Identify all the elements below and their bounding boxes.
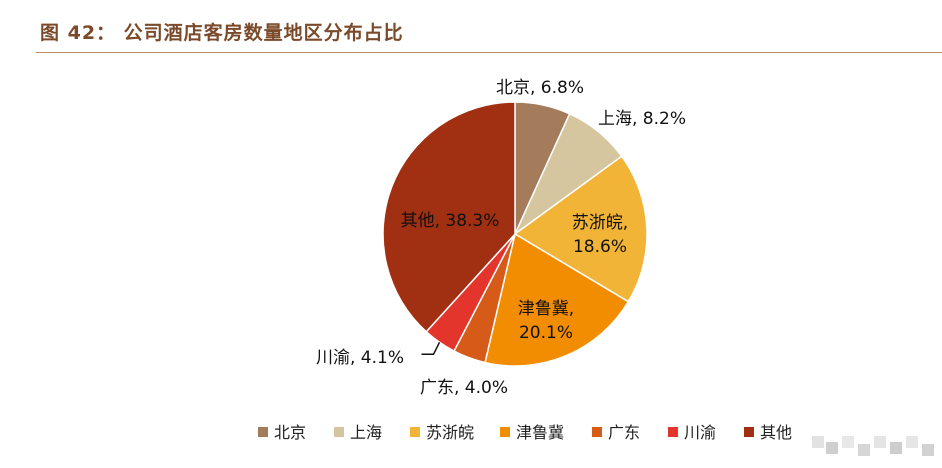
pie-slice-3 xyxy=(513,155,648,303)
slice-label-3: 苏浙皖, 18.6% xyxy=(572,213,628,257)
legend-swatch-4 xyxy=(500,427,510,437)
slice-label-5: 广东, 4.0% xyxy=(420,378,508,398)
legend-swatch-7 xyxy=(744,427,754,437)
legend-swatch-6 xyxy=(668,427,678,437)
legend-swatch-2 xyxy=(334,427,344,437)
slice-labels: 北京, 6.8% 上海, 8.2% 苏浙皖, 18.6% 津鲁冀, 20.1% 广东, 4.… xyxy=(316,78,686,398)
legend-swatch-5 xyxy=(592,427,602,437)
slice-label-4: 津鲁冀, 20.1% xyxy=(518,299,574,343)
legend-label-6: 川渝 xyxy=(684,423,716,442)
legend: 北京 上海 苏浙皖 津鲁冀 广东 川渝 其他 xyxy=(258,423,792,442)
legend-label-4: 津鲁冀 xyxy=(516,423,564,442)
pie-slice-7 xyxy=(382,101,516,333)
legend-swatch-3 xyxy=(410,427,420,437)
slice-label-1: 北京, 6.8% xyxy=(496,78,584,98)
leader-line xyxy=(421,341,441,356)
legend-label-1: 北京 xyxy=(274,423,306,442)
title-divider xyxy=(36,52,942,53)
blurred-watermark xyxy=(812,436,934,456)
legend-swatch-1 xyxy=(258,427,268,437)
slice-label-7: 其他, 38.3% xyxy=(401,211,500,231)
chart-title: 图 42： 公司酒店客房数量地区分布占比 xyxy=(40,22,404,44)
legend-label-2: 上海 xyxy=(350,423,382,442)
pie-slices xyxy=(382,101,648,367)
legend-label-7: 其他 xyxy=(760,423,792,442)
slice-label-2: 上海, 8.2% xyxy=(598,109,686,129)
slice-label-6: 川渝, 4.1% xyxy=(316,348,404,368)
legend-label-3: 苏浙皖 xyxy=(426,423,474,442)
legend-label-5: 广东 xyxy=(608,423,640,442)
pie-slice-4 xyxy=(484,232,630,367)
